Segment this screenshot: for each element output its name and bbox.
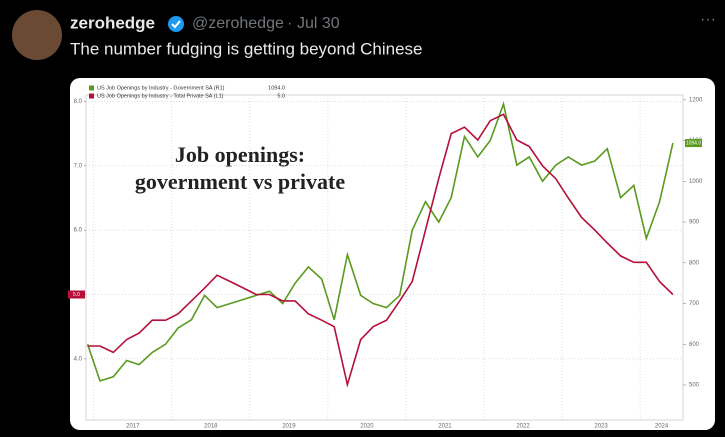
y2-tick-label: 900	[689, 220, 700, 226]
last-value-label: 5.0	[73, 292, 80, 298]
x-tick-label: 2019	[282, 424, 296, 430]
last-value-tag	[68, 290, 85, 299]
legend-value: 5.0	[277, 93, 285, 99]
verified-badge	[168, 16, 184, 32]
y2-tick-label: 500	[689, 383, 700, 389]
x-tick-label: 2020	[360, 424, 374, 430]
y-tick-label: 6.0	[74, 228, 83, 234]
y2-tick-label: 1000	[689, 179, 703, 185]
y2-tick-label: 600	[689, 342, 700, 348]
y-tick-label: 8.0	[74, 99, 83, 105]
avatar[interactable]	[12, 10, 62, 60]
y-tick-label: 4.0	[74, 356, 83, 362]
legend-swatch	[89, 93, 94, 99]
tweet-date[interactable]: Jul 30	[297, 15, 340, 32]
series-line	[87, 113, 674, 388]
author-handle[interactable]: @zerohedge	[192, 15, 284, 32]
last-value-tag	[685, 139, 702, 148]
separator: ·	[287, 15, 292, 32]
x-tick-label: 2021	[438, 424, 452, 430]
author-name[interactable]: zerohedge	[70, 13, 155, 32]
x-tick-label: 2022	[516, 424, 530, 430]
y2-tick-label: 800	[689, 260, 700, 266]
y-tick-label: 7.0	[74, 163, 83, 169]
series-line	[86, 101, 674, 382]
annotation: Job openings:	[175, 142, 305, 167]
x-tick-label: 2023	[594, 424, 608, 430]
legend-label: US Job Openings by Industry - Government…	[97, 85, 225, 91]
x-tick-label: 2017	[126, 424, 140, 430]
legend-label: US Job Openings by Industry - Total Priv…	[97, 93, 224, 99]
chart-image[interactable]	[70, 78, 715, 430]
verified-check	[171, 20, 181, 29]
legend-swatch	[89, 85, 94, 91]
more-menu[interactable]: ···	[700, 11, 716, 28]
y2-tick-label: 700	[689, 301, 700, 307]
legend-value: 1094.0	[268, 85, 285, 91]
last-value-label: 1094.0	[686, 140, 702, 146]
x-tick-label: 2018	[204, 424, 218, 430]
tweet-text: The number fudging is getting beyond Chi…	[70, 39, 423, 58]
plot-frame	[85, 94, 684, 421]
x-tick-label: 2024	[655, 424, 669, 430]
annotation: government vs private	[135, 169, 345, 194]
y2-tick-label: 1200	[689, 97, 703, 103]
